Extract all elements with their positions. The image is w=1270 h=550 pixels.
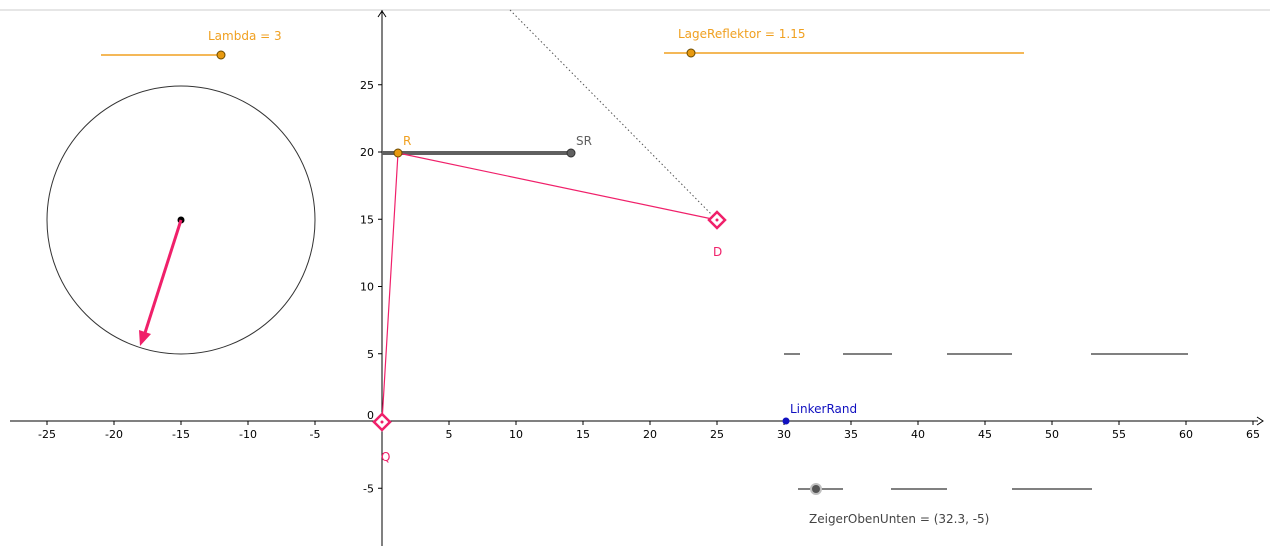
x-tick-label: 30 <box>777 428 791 441</box>
y-axis: -5 5 10 15 20 25 0 <box>360 10 387 546</box>
x-axis-arrow-icon <box>1256 416 1264 426</box>
point-zeiger[interactable] <box>812 485 820 493</box>
x-tick-label: -20 <box>105 428 123 441</box>
point-zeiger-label: ZeigerObenUnten = (32.3, -5) <box>809 512 989 526</box>
point-d-label: D <box>713 245 722 259</box>
x-tick-label: 45 <box>978 428 992 441</box>
circle[interactable] <box>46 85 316 355</box>
lambda-slider[interactable]: Lambda = 3 <box>101 29 282 60</box>
y-tick-label: 10 <box>360 281 374 294</box>
x-tick-label: 60 <box>1179 428 1193 441</box>
point-sr[interactable] <box>566 148 576 158</box>
y-tick-label: 20 <box>360 146 374 159</box>
phasor-circle[interactable] <box>46 85 316 355</box>
x-axis: -25 -20 -15 -10 -5 5 10 15 20 25 30 35 40 45 50 55 60 65 <box>10 416 1264 441</box>
point-d[interactable] <box>707 210 727 230</box>
x-tick-label: 20 <box>643 428 657 441</box>
x-tick-label: 40 <box>911 428 925 441</box>
lage-reflektor-slider-knob[interactable] <box>686 48 696 58</box>
lage-reflektor-slider-label: LageReflektor = 1.15 <box>678 27 806 41</box>
x-tick-label: 5 <box>446 428 453 441</box>
point-r[interactable] <box>393 148 403 158</box>
x-tick-label: 65 <box>1246 428 1260 441</box>
x-tick-label: 50 <box>1045 428 1059 441</box>
x-tick-label: 25 <box>710 428 724 441</box>
x-tick-label: 35 <box>844 428 858 441</box>
origin-label: 0 <box>367 409 374 422</box>
phasor-arrowhead-icon <box>139 330 151 346</box>
y-tick-label: -5 <box>363 482 374 495</box>
y-tick-label: 25 <box>360 79 374 92</box>
lambda-slider-knob[interactable] <box>216 50 226 60</box>
point-linker-rand[interactable] <box>782 417 790 425</box>
x-tick-label: -15 <box>172 428 190 441</box>
x-tick-label: 10 <box>509 428 523 441</box>
point-sr-label: SR <box>576 134 592 148</box>
x-tick-label: 55 <box>1112 428 1126 441</box>
dotted-ray[interactable] <box>509 9 718 221</box>
y-tick-label: 15 <box>360 213 374 226</box>
phasor-vector[interactable] <box>142 219 183 337</box>
lambda-slider-label: Lambda = 3 <box>208 29 282 43</box>
point-linker-rand-label: LinkerRand <box>790 402 857 416</box>
lage-reflektor-slider[interactable]: LageReflektor = 1.15 <box>664 27 1024 58</box>
y-axis-arrow-icon <box>377 10 387 18</box>
signal-path[interactable] <box>381 152 718 423</box>
point-q[interactable] <box>372 412 392 432</box>
x-tick-label: 15 <box>576 428 590 441</box>
x-tick-label: -10 <box>239 428 257 441</box>
point-q-label: Q <box>381 450 390 464</box>
x-tick-label: -5 <box>310 428 321 441</box>
y-tick-label: 5 <box>367 348 374 361</box>
x-tick-label: -25 <box>38 428 56 441</box>
point-r-label: R <box>403 134 411 148</box>
